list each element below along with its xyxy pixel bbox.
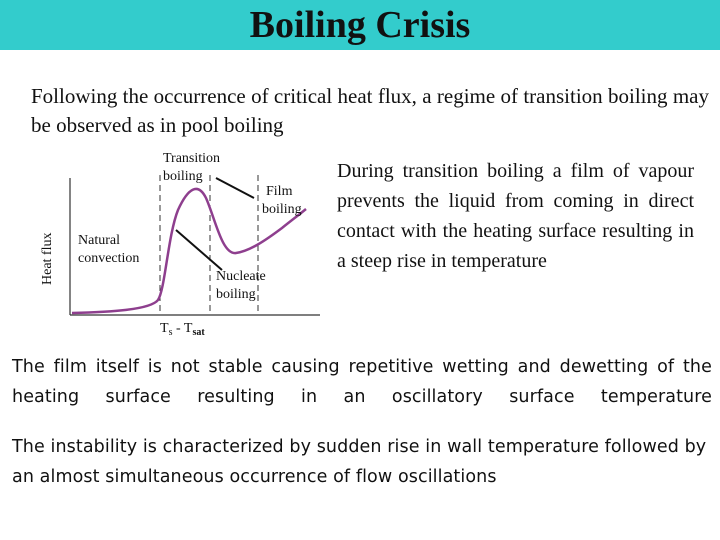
boiling-curve-diagram: Heat flux Transition boiling Film boilin… xyxy=(40,151,320,338)
film-instability-paragraph: The film itself is not stable causing re… xyxy=(12,357,712,407)
slide-title: Boiling Crisis xyxy=(249,4,471,46)
boiling-curve xyxy=(71,187,307,315)
natural-convection-label-line2: convection xyxy=(78,251,139,266)
film-label-line2: boiling xyxy=(262,202,302,217)
nucleate-pointer xyxy=(175,229,223,271)
natural-convection-label-line1: Natural xyxy=(78,233,120,248)
transition-pointer xyxy=(215,177,255,199)
transition-description: During transition boiling a film of vapo… xyxy=(337,160,694,272)
instability-characterization-paragraph: The instability is characterized by sudd… xyxy=(12,437,707,487)
nucleate-label-line1: Nucleate xyxy=(216,269,266,284)
title-bar xyxy=(0,0,720,50)
y-axis-label: Heat flux xyxy=(40,233,55,285)
film-label-line1: Film xyxy=(266,184,293,199)
x-axis-label: Ts - Tsat xyxy=(160,321,205,338)
nucleate-label-line2: boiling xyxy=(216,287,256,302)
transition-label-line2: boiling xyxy=(163,169,203,184)
intro-paragraph: Following the occurrence of critical hea… xyxy=(31,84,709,137)
transition-label-line1: Transition xyxy=(163,151,220,166)
